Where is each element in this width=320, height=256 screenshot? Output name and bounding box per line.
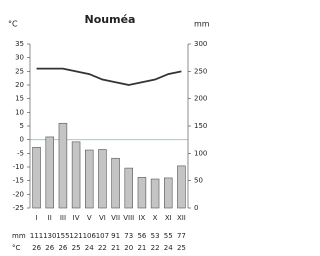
y2-axis-label: mm <box>194 20 210 29</box>
bar <box>137 177 147 209</box>
row-label: °C <box>12 244 21 252</box>
table-value: 22 <box>151 244 160 252</box>
table-value: 111 <box>30 232 43 240</box>
table-value: 77 <box>177 232 186 240</box>
bar <box>85 149 94 209</box>
table-value: 21 <box>111 244 120 252</box>
x-tick-label: IV <box>73 214 80 222</box>
y-tick-label: -25 <box>13 204 24 212</box>
y-tick-label: -10 <box>13 163 24 171</box>
table-value: 26 <box>58 244 67 252</box>
chart-title: Nouméa <box>85 13 136 26</box>
table-value: 130 <box>43 232 56 240</box>
bar <box>177 165 186 209</box>
bar <box>150 178 160 209</box>
y2-tick-label: 250 <box>194 67 207 75</box>
chart: Nouméa °C mm -25 -20 -15 -10 -5 0 5 10 15 20 25 30 3… <box>8 13 210 252</box>
x-tick-label: V <box>87 214 92 222</box>
bar <box>164 177 173 209</box>
line <box>36 67 182 86</box>
bar <box>45 136 54 209</box>
table-value: 106 <box>83 232 97 240</box>
x-tick-label: XI <box>165 214 172 222</box>
y-tick-label: -20 <box>13 190 24 198</box>
table-value: 53 <box>151 232 160 240</box>
x-tick-label: VII <box>111 214 120 222</box>
table-value: 155 <box>56 232 69 240</box>
table-value: 24 <box>85 244 94 252</box>
y-tick-label: 0 <box>20 136 24 144</box>
bar <box>111 157 120 209</box>
y-tick-label: -5 <box>17 149 24 157</box>
table-value: 24 <box>164 244 173 252</box>
y-tick-label: 5 <box>20 122 24 130</box>
table-value: 56 <box>137 232 146 240</box>
table-value: 25 <box>72 244 81 252</box>
x-tick-label: IX <box>138 214 145 222</box>
y-tick-label: 10 <box>15 108 24 116</box>
table-value: 55 <box>164 232 173 240</box>
bar <box>32 147 41 209</box>
y2-tick-label: 0 <box>194 204 198 212</box>
y2-tick-label: 200 <box>194 95 207 103</box>
y-axis-label: °C <box>8 20 18 29</box>
x-tick-label: I <box>36 214 38 222</box>
y2-tick-label: 150 <box>194 122 207 130</box>
y-tick-label: 15 <box>15 95 24 103</box>
y2-tick-label: 300 <box>194 40 207 48</box>
row-label: mm <box>12 232 26 240</box>
x-tick-label: VI <box>99 214 106 222</box>
y-tick-label: 35 <box>15 40 24 48</box>
table-value: 91 <box>111 232 120 240</box>
table-value: 107 <box>96 232 109 240</box>
x-tick-label: II <box>48 214 52 222</box>
x-tick-label: XII <box>177 214 186 222</box>
x-tick-label: III <box>60 214 66 222</box>
y-tick-label: 30 <box>15 54 24 62</box>
table-value: 25 <box>177 244 186 252</box>
y2-tick-label: 100 <box>194 149 207 157</box>
y-tick-label: -15 <box>13 177 24 185</box>
table-value: 21 <box>137 244 146 252</box>
table-value: 26 <box>45 244 54 252</box>
table-value: 26 <box>32 244 41 252</box>
x-tick-label: X <box>153 214 158 222</box>
y2-tick-label: 50 <box>194 177 203 185</box>
table-value: 22 <box>98 244 107 252</box>
bar <box>71 141 81 209</box>
bar <box>58 122 68 209</box>
y-tick-label: 25 <box>15 67 24 75</box>
y-tick-label: 20 <box>15 81 24 89</box>
table-value: 121 <box>69 232 82 240</box>
table-value: 73 <box>124 232 133 240</box>
x-tick-label: VIII <box>123 214 134 222</box>
bar <box>98 149 107 209</box>
table-value: 20 <box>124 244 133 252</box>
bar <box>124 167 134 209</box>
